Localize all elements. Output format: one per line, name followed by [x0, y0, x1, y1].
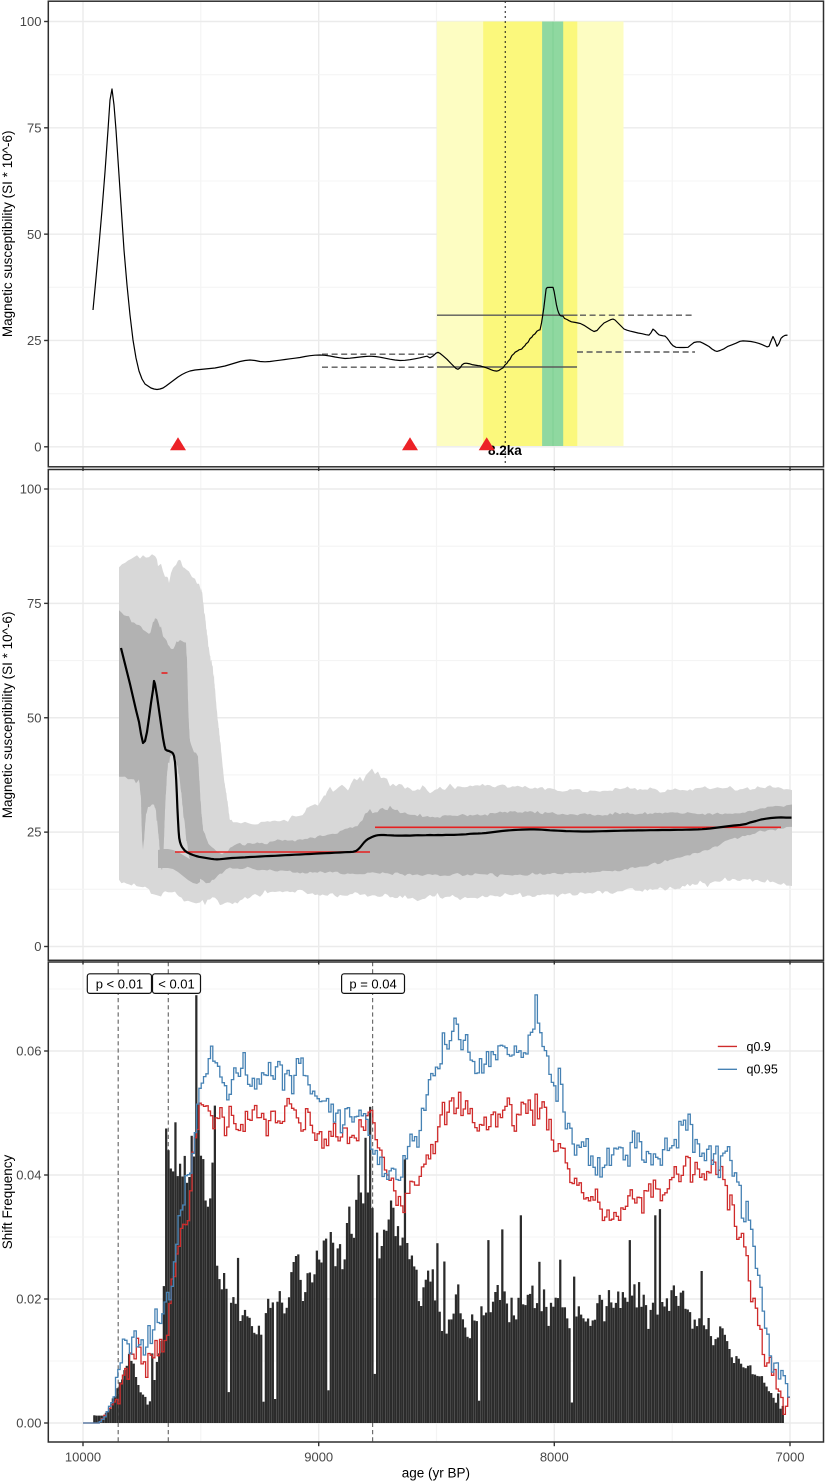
svg-text:age (yr BP): age (yr BP)	[402, 1466, 470, 1481]
svg-text:10000: 10000	[65, 1450, 101, 1465]
svg-text:50: 50	[27, 227, 41, 242]
svg-text:0.00: 0.00	[16, 1416, 41, 1431]
svg-text:8.2ka: 8.2ka	[488, 443, 522, 458]
svg-text:9000: 9000	[304, 1450, 333, 1465]
svg-text:< 0.01: < 0.01	[158, 976, 195, 991]
svg-text:0: 0	[34, 439, 41, 454]
svg-text:Magnetic susceptibility (SI *: Magnetic susceptibility (SI * 10^-6)	[0, 612, 15, 819]
svg-text:0.04: 0.04	[16, 1168, 41, 1183]
svg-text:p = 0.04: p = 0.04	[349, 976, 396, 991]
svg-text:q0.95: q0.95	[747, 1063, 778, 1077]
svg-text:Magnetic susceptibility (SI *: Magnetic susceptibility (SI * 10^-6)	[0, 130, 15, 337]
svg-text:100: 100	[20, 14, 42, 29]
svg-text:p < 0.01: p < 0.01	[96, 976, 143, 991]
svg-text:Shift Frequency: Shift Frequency	[0, 1154, 15, 1249]
svg-text:0: 0	[34, 939, 41, 954]
svg-text:50: 50	[27, 710, 41, 725]
svg-text:8000: 8000	[540, 1450, 569, 1465]
svg-text:7000: 7000	[776, 1450, 805, 1465]
svg-text:q0.9: q0.9	[747, 1040, 771, 1054]
svg-text:75: 75	[27, 120, 41, 135]
svg-text:75: 75	[27, 596, 41, 611]
svg-text:0.02: 0.02	[16, 1292, 41, 1307]
svg-text:25: 25	[27, 825, 41, 840]
svg-text:0.06: 0.06	[16, 1044, 41, 1059]
svg-text:25: 25	[27, 333, 41, 348]
svg-text:100: 100	[20, 482, 42, 497]
